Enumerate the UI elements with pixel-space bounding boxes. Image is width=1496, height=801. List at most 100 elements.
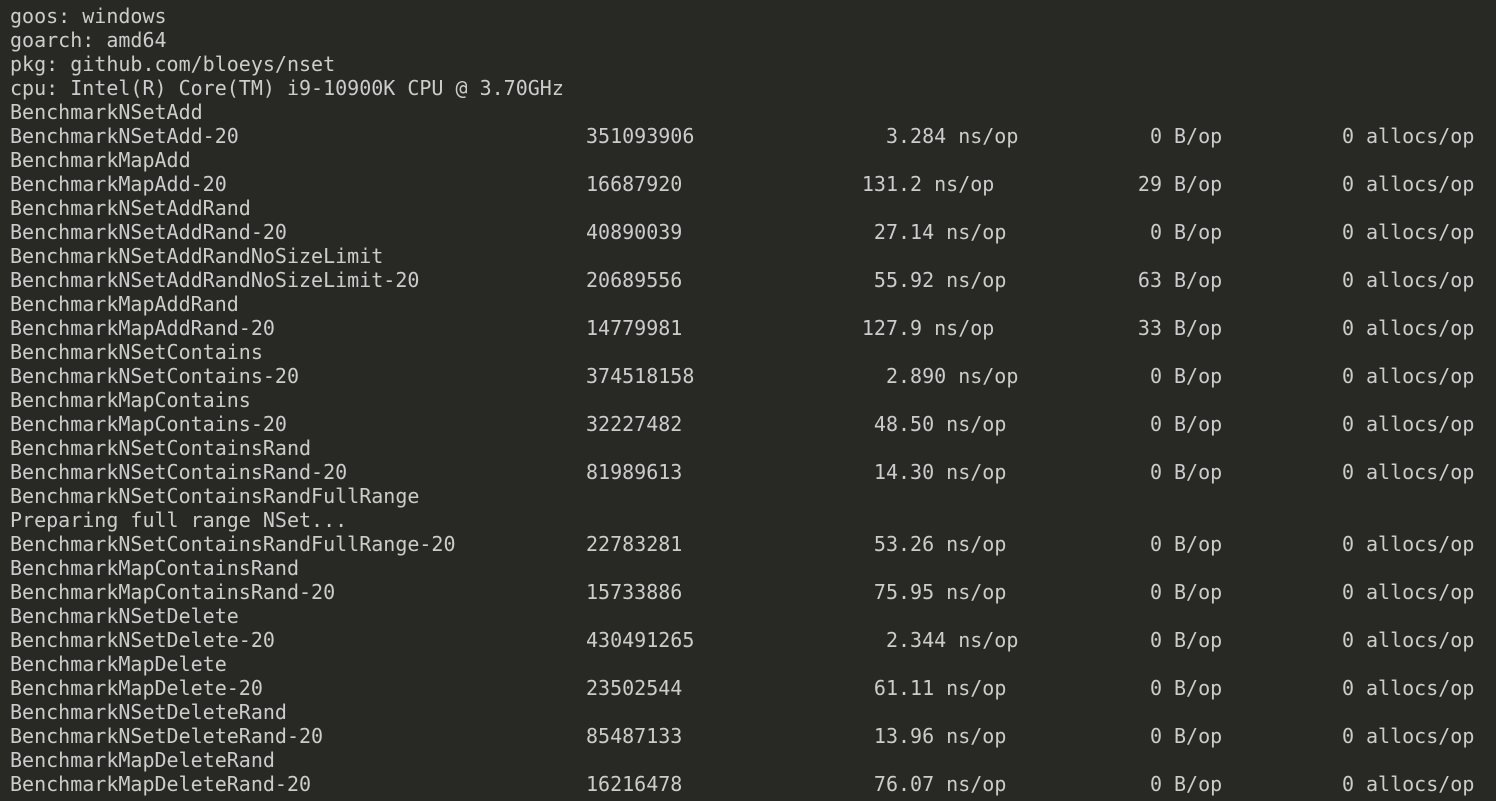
ns-per-op-unit: ns/op	[934, 172, 995, 196]
bytes-per-op-unit: B/op	[1174, 676, 1223, 700]
ns-per-op: 3.284	[885, 124, 947, 148]
benchmark-name: BenchmarkNSetDeleteRand-20	[10, 724, 324, 748]
output-line: BenchmarkNSetContains	[10, 340, 263, 364]
ns-per-op-unit: ns/op	[946, 268, 1007, 292]
output-line: BenchmarkNSetAddRand	[10, 196, 251, 220]
ns-per-op-unit: ns/op	[946, 532, 1007, 556]
bytes-per-op-unit: B/op	[1174, 628, 1223, 652]
bytes-per-op-unit: B/op	[1174, 268, 1223, 292]
benchmark-name: BenchmarkMapContains-20	[10, 412, 287, 436]
allocs-per-op-unit: allocs/op	[1366, 364, 1475, 388]
allocs-per-op-unit: allocs/op	[1366, 172, 1475, 196]
allocs-per-op-unit: allocs/op	[1366, 532, 1475, 556]
benchmark-name: BenchmarkMapDeleteRand-20	[10, 772, 312, 796]
ns-per-op: 2.344	[885, 628, 947, 652]
ns-per-op: 14.30	[873, 460, 935, 484]
output-line: BenchmarkNSetDeleteRand	[10, 700, 287, 724]
ns-per-op: 53.26	[873, 532, 935, 556]
allocs-per-op-unit: allocs/op	[1366, 124, 1475, 148]
bytes-per-op: 0	[1149, 580, 1162, 604]
allocs-per-op: 0	[1341, 412, 1354, 436]
bytes-per-op-unit: B/op	[1174, 412, 1223, 436]
allocs-per-op: 0	[1341, 172, 1354, 196]
ns-per-op: 27.14	[873, 220, 935, 244]
ns-per-op: 127.9	[861, 316, 923, 340]
iterations: 351093906	[586, 124, 695, 148]
allocs-per-op-unit: allocs/op	[1366, 676, 1475, 700]
header-line: cpu: Intel(R) Core(TM) i9-10900K CPU @ 3…	[10, 76, 564, 100]
benchmark-result-row: BenchmarkNSetDelete-20 430491265 2.344 ns/o…	[0, 628, 1496, 652]
output-line: BenchmarkMapDelete	[10, 652, 227, 676]
header-line: goarch: amd64	[10, 28, 167, 52]
bytes-per-op-unit: B/op	[1174, 724, 1223, 748]
iterations: 40890039	[586, 220, 683, 244]
bytes-per-op-unit: B/op	[1174, 364, 1223, 388]
bytes-per-op-unit: B/op	[1174, 124, 1223, 148]
benchmark-result-row: BenchmarkMapDeleteRand-20 16216478 76.07 ns…	[0, 772, 1496, 796]
allocs-per-op-unit: allocs/op	[1366, 460, 1475, 484]
ns-per-op: 61.11	[873, 676, 935, 700]
bytes-per-op: 0	[1149, 628, 1162, 652]
output-line: BenchmarkNSetDelete	[10, 604, 239, 628]
bytes-per-op: 63	[1137, 268, 1162, 292]
benchmark-name: BenchmarkNSetAddRandNoSizeLimit-20	[10, 268, 420, 292]
bytes-per-op: 0	[1149, 772, 1162, 796]
allocs-per-op: 0	[1341, 724, 1354, 748]
output-line: BenchmarkMapAddRand	[10, 292, 239, 316]
allocs-per-op-unit: allocs/op	[1366, 724, 1475, 748]
allocs-per-op-unit: allocs/op	[1366, 628, 1475, 652]
benchmark-result-row: BenchmarkMapAddRand-20 14779981 127.9 ns/op…	[0, 316, 1496, 340]
bytes-per-op: 33	[1137, 316, 1162, 340]
terminal-output[interactable]: goos: windows goarch: amd64 pkg: github.…	[0, 4, 1496, 796]
iterations: 22783281	[586, 532, 683, 556]
bytes-per-op: 0	[1149, 532, 1162, 556]
ns-per-op-unit: ns/op	[946, 460, 1007, 484]
output-line: BenchmarkNSetContainsRandFullRange	[10, 484, 420, 508]
ns-per-op-unit: ns/op	[946, 412, 1007, 436]
ns-per-op-unit: ns/op	[958, 628, 1019, 652]
header-line: goos: windows	[10, 4, 167, 28]
ns-per-op-unit: ns/op	[934, 316, 995, 340]
iterations: 20689556	[586, 268, 683, 292]
output-line: BenchmarkMapContains	[10, 388, 251, 412]
benchmark-result-row: BenchmarkMapAdd-20 16687920 131.2 ns/op 29 B/…	[0, 172, 1496, 196]
benchmark-name: BenchmarkNSetContains-20	[10, 364, 299, 388]
bytes-per-op-unit: B/op	[1174, 220, 1223, 244]
output-line: BenchmarkMapAdd	[10, 148, 191, 172]
allocs-per-op-unit: allocs/op	[1366, 412, 1475, 436]
iterations: 374518158	[586, 364, 695, 388]
bytes-per-op: 0	[1149, 364, 1162, 388]
ns-per-op: 76.07	[873, 772, 935, 796]
benchmark-result-row: BenchmarkNSetContains-20 374518158 2.890 ns…	[0, 364, 1496, 388]
allocs-per-op: 0	[1341, 460, 1354, 484]
allocs-per-op-unit: allocs/op	[1366, 220, 1475, 244]
benchmark-name: BenchmarkNSetDelete-20	[10, 628, 275, 652]
ns-per-op-unit: ns/op	[946, 724, 1007, 748]
ns-per-op: 2.890	[885, 364, 947, 388]
bytes-per-op: 0	[1149, 460, 1162, 484]
ns-per-op-unit: ns/op	[946, 772, 1007, 796]
iterations: 85487133	[586, 724, 683, 748]
bytes-per-op: 29	[1137, 172, 1162, 196]
ns-per-op: 131.2	[861, 172, 923, 196]
benchmark-name: BenchmarkMapDelete-20	[10, 676, 263, 700]
allocs-per-op: 0	[1341, 580, 1354, 604]
ns-per-op-unit: ns/op	[946, 580, 1007, 604]
allocs-per-op: 0	[1341, 676, 1354, 700]
benchmark-name: BenchmarkNSetAdd-20	[10, 124, 239, 148]
benchmark-result-row: BenchmarkMapContains-20 32227482 48.50 ns/o…	[0, 412, 1496, 436]
iterations: 32227482	[586, 412, 683, 436]
benchmark-result-row: BenchmarkNSetDeleteRand-20 85487133 13.96 n…	[0, 724, 1496, 748]
bytes-per-op-unit: B/op	[1174, 580, 1223, 604]
benchmark-result-row: BenchmarkNSetContainsRand-20 81989613 14.3…	[0, 460, 1496, 484]
allocs-per-op: 0	[1341, 124, 1354, 148]
output-line: BenchmarkNSetAddRandNoSizeLimit	[10, 244, 384, 268]
bytes-per-op-unit: B/op	[1174, 316, 1223, 340]
allocs-per-op: 0	[1341, 364, 1354, 388]
output-line: BenchmarkMapDeleteRand	[10, 748, 275, 772]
ns-per-op: 13.96	[873, 724, 935, 748]
bytes-per-op: 0	[1149, 412, 1162, 436]
bytes-per-op-unit: B/op	[1174, 772, 1223, 796]
benchmark-name: BenchmarkMapContainsRand-20	[10, 580, 336, 604]
ns-per-op: 75.95	[873, 580, 935, 604]
